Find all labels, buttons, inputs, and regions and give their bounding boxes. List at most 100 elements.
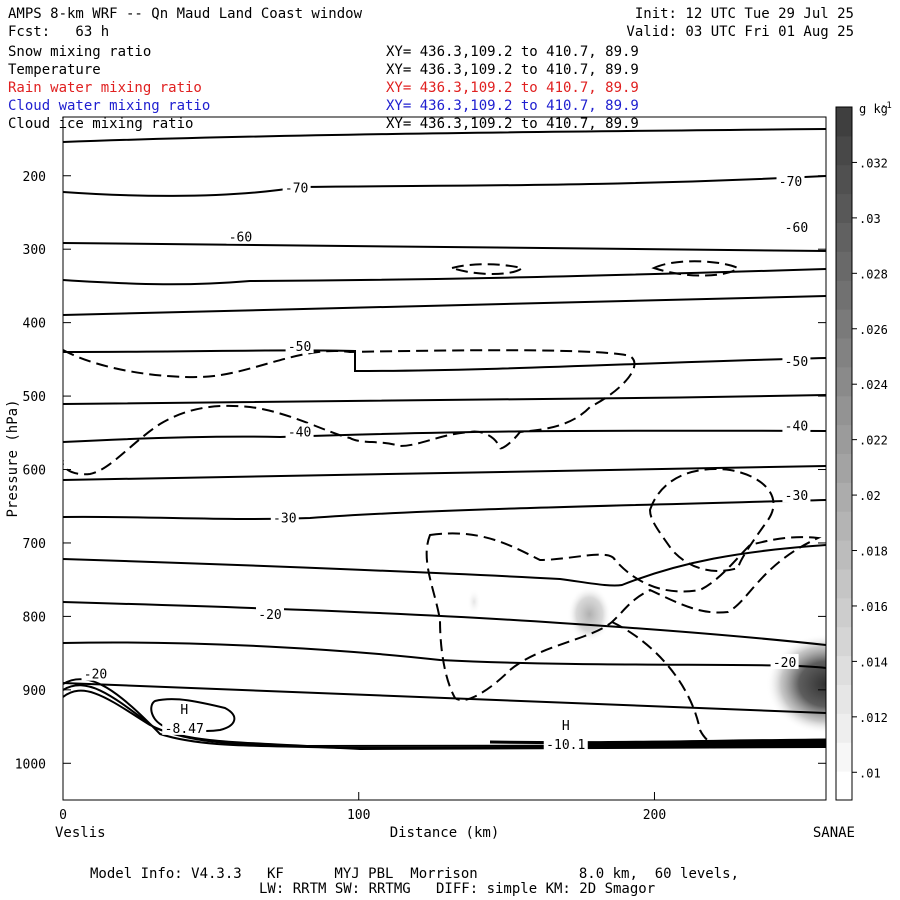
temperature-contour bbox=[63, 429, 826, 443]
temperature-contour-label: -60 bbox=[785, 221, 808, 236]
colorbar-segment bbox=[836, 107, 852, 137]
valid-time: Valid: 03 UTC Fri 01 Aug 25 bbox=[626, 24, 854, 40]
mixing-ratio-contour bbox=[448, 263, 524, 276]
temperature-contour bbox=[63, 678, 826, 751]
temperature-contour-label: -20 bbox=[84, 668, 107, 683]
y-tick-label: 200 bbox=[23, 170, 46, 185]
footer-model-info: Model Info: V4.3.3 KF MYJ PBL Morrison 8… bbox=[90, 866, 740, 882]
colorbar-segment bbox=[836, 540, 852, 570]
colorbar-segment bbox=[836, 453, 852, 483]
y-tick-label: 1000 bbox=[15, 757, 46, 772]
mixing-ratio-contour bbox=[648, 468, 775, 572]
y-tick-label: 600 bbox=[23, 464, 46, 479]
colorbar-segment bbox=[836, 771, 852, 801]
colorbar-segment bbox=[836, 626, 852, 657]
high-value: -10.1 bbox=[546, 738, 585, 753]
colorbar-tick-label: .018 bbox=[859, 545, 888, 559]
contour-label-bg bbox=[782, 219, 811, 235]
y-axis-label: Pressure (hPa) bbox=[5, 399, 21, 517]
colorbar-tick-label: .012 bbox=[859, 711, 888, 725]
temperature-contour bbox=[63, 349, 826, 373]
temperature-contour-label: -50 bbox=[785, 355, 808, 370]
x-tick-label: 200 bbox=[643, 808, 666, 823]
colorbar-segment bbox=[836, 655, 852, 685]
left-endpoint-label: Veslis bbox=[55, 825, 106, 841]
mixing-ratio-maximum bbox=[467, 588, 482, 615]
temperature-contour-label: -40 bbox=[288, 425, 311, 440]
colorbar-segment bbox=[836, 193, 852, 223]
colorbar-segment bbox=[836, 713, 852, 743]
contour-label-bg bbox=[782, 487, 811, 503]
field-name: Snow mixing ratio bbox=[8, 44, 152, 60]
init-time: Init: 12 UTC Tue 29 Jul 25 bbox=[634, 6, 854, 22]
colorbar-tick-label: .02 bbox=[859, 489, 881, 503]
colorbar-segment bbox=[836, 742, 852, 772]
colorbar: .01 .012 .014 .016 .018 .02 .022 .024 .026 .028 .0… bbox=[835, 101, 892, 801]
colorbar-segment bbox=[836, 684, 852, 714]
x-tick-label: 100 bbox=[347, 808, 370, 823]
colorbar-segment bbox=[836, 395, 852, 426]
colorbar-frame bbox=[835, 106, 853, 801]
mixing-ratio-contour bbox=[425, 532, 822, 701]
colorbar-segment bbox=[836, 309, 852, 339]
title-text: AMPS 8-km WRF -- Qn Maud Land Coast wind… bbox=[8, 6, 363, 22]
y-tick-label: 400 bbox=[23, 317, 46, 332]
temperature-contour bbox=[63, 295, 826, 316]
colorbar-segment bbox=[836, 569, 852, 599]
high-value-bg bbox=[543, 737, 588, 752]
colorbar-segment bbox=[836, 597, 852, 628]
temperature-contour-label: -30 bbox=[785, 489, 808, 504]
temperature-contour bbox=[63, 641, 826, 669]
y-tick-label: 300 bbox=[23, 243, 46, 258]
temperature-contour bbox=[63, 175, 826, 197]
contour-label-bg bbox=[285, 338, 314, 354]
x-tick-label: 0 bbox=[59, 808, 67, 823]
field-name: Temperature bbox=[8, 62, 101, 78]
high-value-bg bbox=[162, 720, 207, 735]
temperature-contour-label: -70 bbox=[285, 182, 308, 197]
colorbar-segment bbox=[836, 164, 852, 195]
high-value: -8.47 bbox=[165, 722, 204, 737]
mixing-ratio-contour bbox=[651, 260, 740, 277]
colorbar-unit: g kg bbox=[859, 102, 888, 116]
colorbar-segment bbox=[836, 135, 852, 166]
high-marker: H bbox=[562, 719, 570, 734]
field-coordinates: XY= 436.3,109.2 to 410.7, 89.9 bbox=[386, 44, 639, 60]
colorbar-segment bbox=[836, 222, 852, 252]
colorbar-segment bbox=[836, 251, 852, 281]
field-coordinates: XY= 436.3,109.2 to 410.7, 89.9 bbox=[386, 98, 639, 114]
temperature-contour-label: -50 bbox=[288, 340, 311, 355]
temperature-contour bbox=[63, 465, 826, 481]
temperature-contour-label: -20 bbox=[773, 656, 796, 671]
contour-label-bg bbox=[285, 423, 314, 439]
temperature-contour bbox=[63, 499, 826, 520]
contour-label-bg bbox=[256, 606, 285, 622]
mixing-ratio-contour bbox=[63, 349, 636, 476]
temperature-contour-label: -30 bbox=[273, 511, 296, 526]
temperature-contour bbox=[559, 740, 826, 747]
contour-label-bg bbox=[270, 509, 299, 525]
mixing-ratio-maximum bbox=[567, 586, 612, 643]
contour-label-bg bbox=[81, 665, 110, 681]
footer-physics-info: LW: RRTM SW: RRTMG DIFF: simple KM: 2D S… bbox=[259, 881, 656, 897]
contour-label-bg bbox=[770, 653, 799, 669]
forecast-hour: Fcst: 63 h bbox=[8, 24, 110, 40]
contour-lines bbox=[63, 128, 826, 751]
colorbar-tick-label: .026 bbox=[859, 323, 888, 337]
right-endpoint-label: SANAE bbox=[813, 825, 855, 841]
y-tick-label: 900 bbox=[23, 684, 46, 699]
y-tick-label: 500 bbox=[23, 390, 46, 405]
colorbar-tick-label: .014 bbox=[859, 655, 888, 669]
field-name: Cloud water mixing ratio bbox=[8, 98, 211, 114]
temperature-contour-label: -70 bbox=[779, 175, 802, 190]
colorbar-segment bbox=[836, 338, 852, 368]
temperature-contour-label: -60 bbox=[229, 231, 252, 246]
colorbar-segment bbox=[836, 280, 852, 310]
y-tick-label: 700 bbox=[23, 537, 46, 552]
temperature-contour bbox=[150, 698, 236, 732]
contour-label-bg bbox=[776, 172, 805, 188]
colorbar-unit-exponent: -1 bbox=[881, 101, 892, 111]
temperature-contour bbox=[63, 682, 826, 714]
colorbar-segment bbox=[836, 511, 852, 541]
